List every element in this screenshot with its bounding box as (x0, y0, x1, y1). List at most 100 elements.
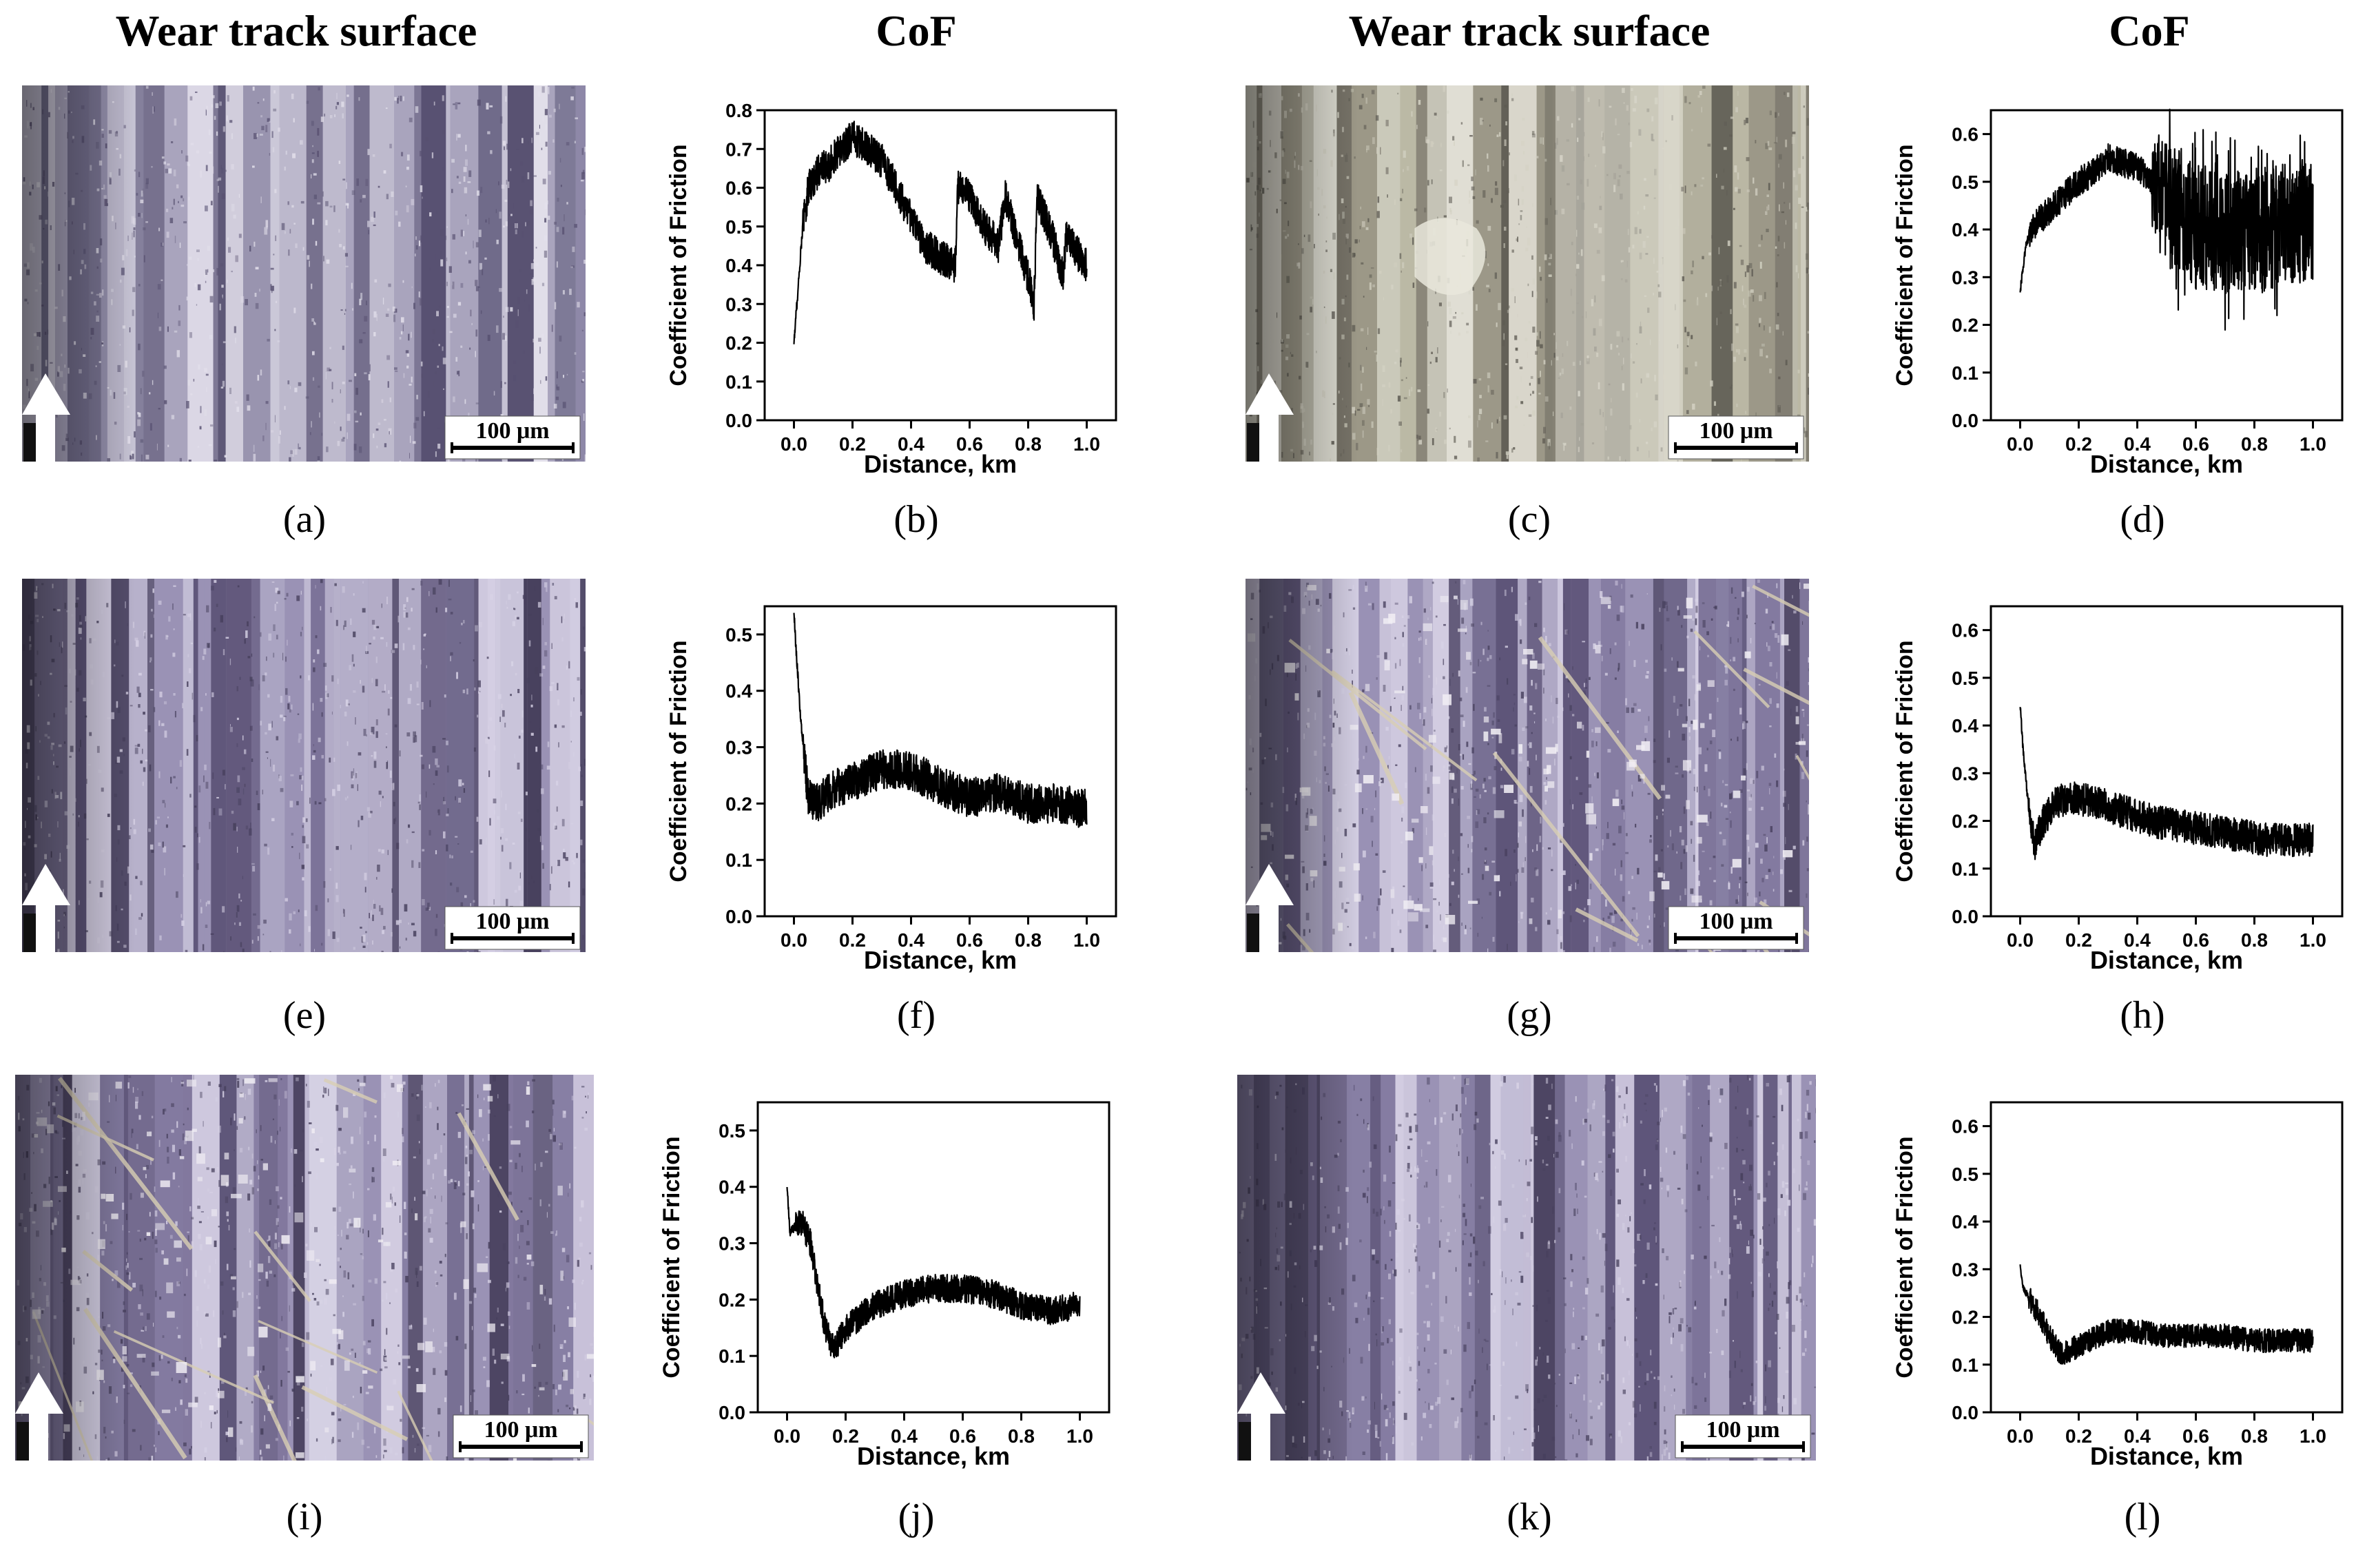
x-tick-label: 0.4 (898, 433, 924, 455)
y-tick-label: 0.6 (725, 178, 752, 199)
micrograph-i: 100 μm (15, 1075, 594, 1461)
cof-series-line (2019, 707, 2314, 860)
y-tick-label: 0.3 (725, 737, 752, 759)
scale-bar: 100 μm (453, 1414, 589, 1458)
micrograph-c: 100 μm (1246, 85, 1809, 462)
sliding-direction-arrow-icon (22, 864, 70, 952)
y-tick-label: 0.4 (725, 255, 752, 276)
x-tick-label: 1.0 (2300, 929, 2326, 951)
x-tick-label: 0.8 (2241, 433, 2268, 455)
x-tick-label: 0.4 (2124, 433, 2151, 455)
x-tick-label: 0.6 (2182, 1425, 2209, 1447)
scale-bar: 100 μm (1668, 906, 1804, 950)
cof-series-line (786, 1186, 1081, 1359)
y-tick-label: 0.0 (725, 906, 752, 927)
y-tick-label: 0.5 (725, 216, 752, 238)
header-cof-left: CoF (876, 6, 957, 55)
x-tick-label: 1.0 (1073, 433, 1100, 455)
micrograph-texture: 100 μm (1237, 1075, 1816, 1461)
x-tick-label: 0.2 (2065, 1425, 2092, 1447)
y-tick-label: 0.3 (719, 1233, 745, 1255)
y-tick-label: 0.6 (1952, 620, 1978, 641)
cof-chart-b: 0.0 0.2 0.4 0.6 0.8 1.0 0.0 0.1 0.2 0.3 0.4 0.5 0.6 0… (661, 96, 1130, 482)
micrograph-texture: 100 μm (22, 579, 586, 952)
x-tick-label: 0.6 (2182, 929, 2209, 951)
x-axis-label: Distance, km (2090, 1442, 2243, 1470)
x-tick-label: 0.4 (898, 929, 924, 951)
x-tick-label: 1.0 (2300, 433, 2326, 455)
cof-series-line (2019, 1264, 2314, 1365)
y-tick-label: 0.3 (1952, 267, 1978, 288)
y-axis-label: Coefficient of Friction (1892, 1136, 1918, 1378)
y-axis-label: Coefficient of Friction (665, 144, 692, 386)
cof-chart-h: 0.0 0.2 0.4 0.6 0.8 1.0 0.0 0.1 0.2 0.3 0.4 0.5 0.6 D… (1888, 592, 2356, 978)
x-tick-label: 0.6 (956, 433, 983, 455)
y-tick-label: 0.0 (1952, 906, 1978, 927)
x-tick-label: 0.4 (2124, 929, 2151, 951)
y-tick-label: 0.4 (1952, 1211, 1978, 1232)
plot-frame (756, 1101, 1110, 1414)
x-tick-label: 0.8 (1008, 1425, 1035, 1447)
caption-d: (d) (2120, 498, 2165, 541)
cof-chart-d: 0.0 0.2 0.4 0.6 0.8 1.0 0.0 0.1 0.2 0.3 0.4 0.5 0.6 D… (1888, 96, 2356, 482)
x-tick-label: 0.4 (891, 1425, 918, 1447)
micrograph-e: 100 μm (22, 579, 586, 952)
sliding-direction-arrow-icon (1246, 373, 1294, 462)
x-tick-label: 0.0 (781, 433, 807, 455)
y-tick-label: 0.5 (719, 1120, 745, 1142)
y-tick-label: 0.2 (719, 1289, 745, 1310)
micrograph-a: 100 μm (22, 85, 586, 462)
sliding-direction-arrow-icon (22, 373, 70, 462)
y-tick-label: 0.6 (1952, 1116, 1978, 1137)
y-tick-label: 0.2 (725, 333, 752, 354)
y-tick-label: 0.7 (725, 138, 752, 160)
x-tick-label: 0.2 (839, 433, 866, 455)
y-tick-label: 0.1 (1952, 362, 1978, 384)
y-tick-label: 0.2 (1952, 315, 1978, 336)
caption-i: (i) (286, 1496, 323, 1538)
caption-b: (b) (893, 498, 939, 541)
y-axis-label: Coefficient of Friction (665, 640, 692, 882)
x-tick-label: 0.8 (2241, 1425, 2268, 1447)
micrograph-texture: 100 μm (1246, 579, 1809, 952)
header-wear-track-right: Wear track surface (1348, 6, 1711, 55)
y-tick-label: 0.4 (719, 1177, 745, 1198)
y-tick-label: 0.0 (1952, 1402, 1978, 1423)
x-tick-label: 0.0 (2007, 433, 2034, 455)
micrograph-k: 100 μm (1237, 1075, 1816, 1461)
y-tick-label: 0.0 (725, 410, 752, 431)
y-tick-label: 0.2 (725, 793, 752, 814)
x-tick-label: 0.2 (2065, 929, 2092, 951)
x-tick-label: 1.0 (1073, 929, 1100, 951)
y-tick-label: 0.1 (725, 371, 752, 393)
caption-j: (j) (898, 1496, 935, 1538)
y-axis-label: Coefficient of Friction (1892, 640, 1918, 882)
x-tick-label: 0.2 (839, 929, 866, 951)
y-tick-label: 0.4 (725, 681, 752, 702)
x-tick-label: 0.0 (781, 929, 807, 951)
x-tick-label: 0.0 (2007, 929, 2034, 951)
y-tick-label: 0.0 (719, 1402, 745, 1423)
caption-g: (g) (1507, 994, 1552, 1037)
plot-frame (1990, 605, 2344, 918)
y-tick-label: 0.1 (1952, 1354, 1978, 1376)
x-tick-label: 0.6 (2182, 433, 2209, 455)
plot-frame (763, 605, 1117, 918)
sliding-direction-arrow-icon (15, 1372, 63, 1461)
caption-l: (l) (2124, 1496, 2161, 1538)
plot-frame (1990, 1101, 2344, 1414)
scale-bar-label: 100 μm (475, 418, 549, 444)
x-axis-label: Distance, km (857, 1442, 1010, 1470)
y-tick-label: 0.5 (1952, 1164, 1978, 1185)
scale-bar-label: 100 μm (1699, 418, 1773, 444)
y-tick-label: 0.2 (1952, 1307, 1978, 1328)
y-tick-label: 0.3 (725, 293, 752, 315)
y-tick-label: 0.6 (1952, 124, 1978, 145)
x-tick-label: 0.4 (2124, 1425, 2151, 1447)
cof-chart-l: 0.0 0.2 0.4 0.6 0.8 1.0 0.0 0.1 0.2 0.3 0.4 0.5 0.6 D… (1888, 1089, 2356, 1474)
scale-bar: 100 μm (1668, 415, 1804, 460)
y-tick-label: 0.1 (719, 1345, 745, 1367)
x-tick-label: 0.0 (2007, 1425, 2034, 1447)
x-tick-label: 0.0 (774, 1425, 800, 1447)
x-tick-label: 1.0 (1066, 1425, 1093, 1447)
